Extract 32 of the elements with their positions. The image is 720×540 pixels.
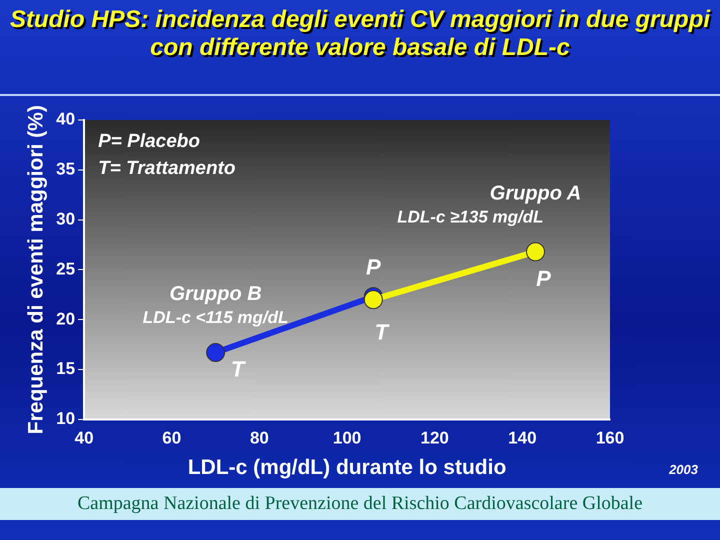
annotation: T: [374, 320, 390, 345]
point: [526, 242, 545, 262]
point: [364, 290, 383, 310]
x-tick-label: 80: [250, 428, 269, 448]
y-tick-label: 15: [56, 359, 76, 378]
annotation: LDL-c <115 mg/dL: [142, 308, 288, 328]
y-tick-label: 25: [56, 259, 76, 278]
annotation: P: [536, 266, 552, 291]
text: Campagna Nazionale di Prevenzione del Rischio Cardiovascolare Globale: [0, 488, 720, 520]
x-tick-label: 100: [332, 428, 362, 448]
annotation: P: [366, 254, 382, 280]
series-label: Gruppo B: [169, 283, 262, 306]
annotation: T: [230, 356, 246, 382]
text: 2003: [669, 462, 698, 477]
annotation: T= Trattamento: [98, 158, 236, 180]
y-tick-label: 10: [56, 409, 76, 428]
y-tick-label: 30: [56, 209, 76, 228]
point: [206, 343, 226, 362]
y-axis-title: Frequenza di eventi maggiori (%): [24, 105, 48, 434]
x-tick-label: 40: [74, 428, 94, 448]
chart-title: Studio HPS: incidenza degli eventi CV maggiori in due gruppi con differente valore basale di LDL-c: [8, 6, 712, 62]
annotation: LDL-c ≥135 mg/dL: [397, 207, 544, 226]
y-tick-label: 40: [56, 110, 76, 129]
x-tick-label: 60: [162, 428, 182, 448]
y-tick-label: 35: [56, 160, 76, 179]
x-tick-label: 160: [596, 428, 624, 448]
annotation: P= Placebo: [98, 131, 200, 152]
y-tick-label: 20: [56, 309, 76, 328]
x-axis-title: LDL-c (mg/dL) durante lo studio: [188, 456, 506, 480]
text: Gruppo A: [490, 182, 582, 204]
x-tick-label: 140: [508, 428, 537, 448]
x-tick-label: 120: [420, 428, 449, 448]
